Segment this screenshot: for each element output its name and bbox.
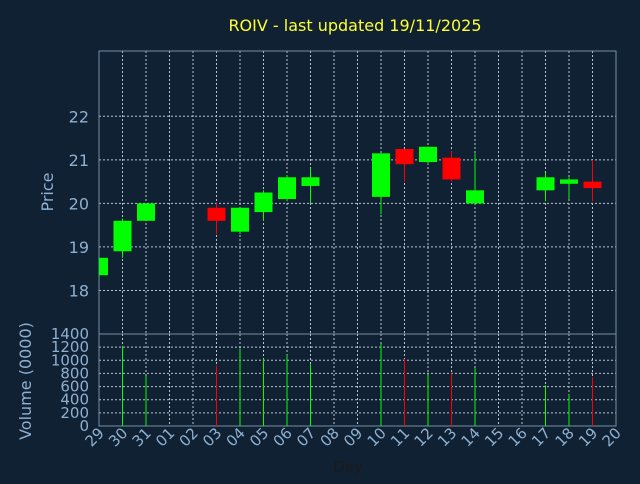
day-tick-label: 11 bbox=[387, 424, 413, 450]
volume-tick-label: 600 bbox=[60, 378, 89, 396]
day-tick-label: 17 bbox=[528, 424, 554, 450]
day-tick-label: 15 bbox=[481, 424, 507, 450]
day-tick-label: 19 bbox=[575, 424, 601, 450]
volume-axis-label: Volume (0000) bbox=[16, 322, 35, 440]
price-tick-label: 18 bbox=[69, 281, 89, 300]
volume-tick-label: 200 bbox=[60, 404, 89, 422]
candle-body bbox=[419, 146, 437, 163]
day-tick-label: 03 bbox=[199, 424, 225, 450]
chart-title: ROIV - last updated 19/11/2025 bbox=[228, 16, 481, 35]
day-tick-label: 13 bbox=[434, 424, 460, 450]
candle-body bbox=[113, 220, 132, 252]
day-tick-label: 09 bbox=[340, 424, 366, 450]
volume-bars bbox=[122, 343, 593, 426]
candle-body bbox=[207, 207, 226, 221]
volume-tick-label: 1400 bbox=[51, 325, 89, 343]
day-tick-label: 07 bbox=[293, 424, 319, 450]
volume-tick-label: 1200 bbox=[51, 338, 89, 356]
candle-body bbox=[395, 148, 414, 165]
day-tick-label: 18 bbox=[552, 424, 578, 450]
day-tick-label: 08 bbox=[317, 424, 343, 450]
candle-body bbox=[278, 177, 296, 200]
price-axis-label: Price bbox=[38, 172, 57, 211]
volume-tick-label: 400 bbox=[60, 391, 89, 409]
candle-body bbox=[442, 157, 461, 180]
candle-body bbox=[254, 192, 273, 213]
day-tick-label: 04 bbox=[223, 424, 249, 450]
candle-body bbox=[466, 190, 484, 204]
day-tick-label: 06 bbox=[270, 424, 296, 450]
candle-body bbox=[137, 203, 155, 221]
day-tick-label: 30 bbox=[105, 424, 131, 450]
day-tick-label: 12 bbox=[411, 424, 437, 450]
plot-frames bbox=[98, 50, 617, 427]
candle-body bbox=[560, 179, 578, 184]
volume-tick-label: 800 bbox=[60, 364, 89, 382]
price-tick-label: 20 bbox=[69, 194, 89, 213]
price-tick-label: 19 bbox=[69, 238, 89, 257]
day-tick-label: 20 bbox=[599, 424, 625, 450]
x-axis-label: Day bbox=[333, 458, 363, 476]
volume-tick-label: 1000 bbox=[51, 351, 89, 369]
day-tick-label: 31 bbox=[129, 424, 155, 450]
price-tick-labels: 18 19 20 21 22 bbox=[69, 107, 89, 300]
volume-frame bbox=[98, 333, 617, 427]
candle-body bbox=[536, 177, 555, 191]
day-tick-label: 01 bbox=[152, 424, 178, 450]
day-tick-labels: 2930310102030405060708091011121314151617… bbox=[82, 424, 625, 450]
day-tick-label: 05 bbox=[246, 424, 272, 450]
price-tick-label: 22 bbox=[69, 107, 89, 126]
day-tick-label: 10 bbox=[364, 424, 390, 450]
candle-body bbox=[372, 153, 390, 197]
candle-body bbox=[583, 181, 602, 189]
grid bbox=[98, 51, 617, 427]
candles bbox=[99, 146, 602, 278]
day-tick-label: 14 bbox=[458, 424, 484, 450]
volume-tick-label: 0 bbox=[79, 417, 89, 435]
candle-body bbox=[231, 207, 249, 232]
price-tick-label: 21 bbox=[69, 151, 89, 170]
candle-body bbox=[99, 257, 108, 276]
day-tick-label: 16 bbox=[505, 424, 531, 450]
day-tick-label: 02 bbox=[176, 424, 202, 450]
candle-body bbox=[301, 177, 320, 186]
